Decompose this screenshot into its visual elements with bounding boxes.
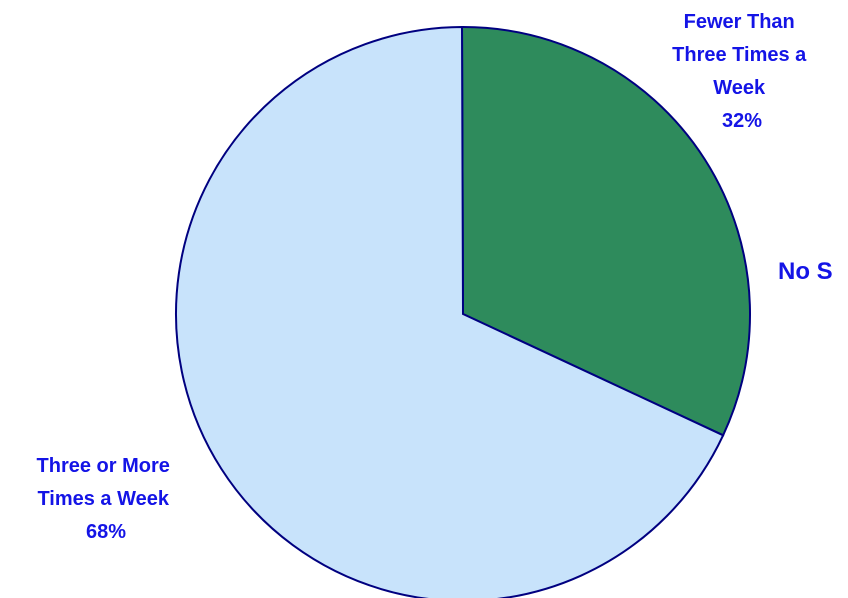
slice-label-more: Three or More Times a Week 68% xyxy=(37,455,176,543)
clipped-label-no-s: No S xyxy=(778,258,833,285)
slice-label-fewer: Fewer Than Three Times a Week 32% xyxy=(672,11,812,132)
slice-percent-fewer: 32% xyxy=(722,110,762,132)
pie-slice-fewer-than-three xyxy=(460,25,751,437)
pie-slices xyxy=(175,25,751,598)
pie-slice-three-or-more xyxy=(175,25,725,598)
slice-percent-more: 68% xyxy=(86,521,126,543)
